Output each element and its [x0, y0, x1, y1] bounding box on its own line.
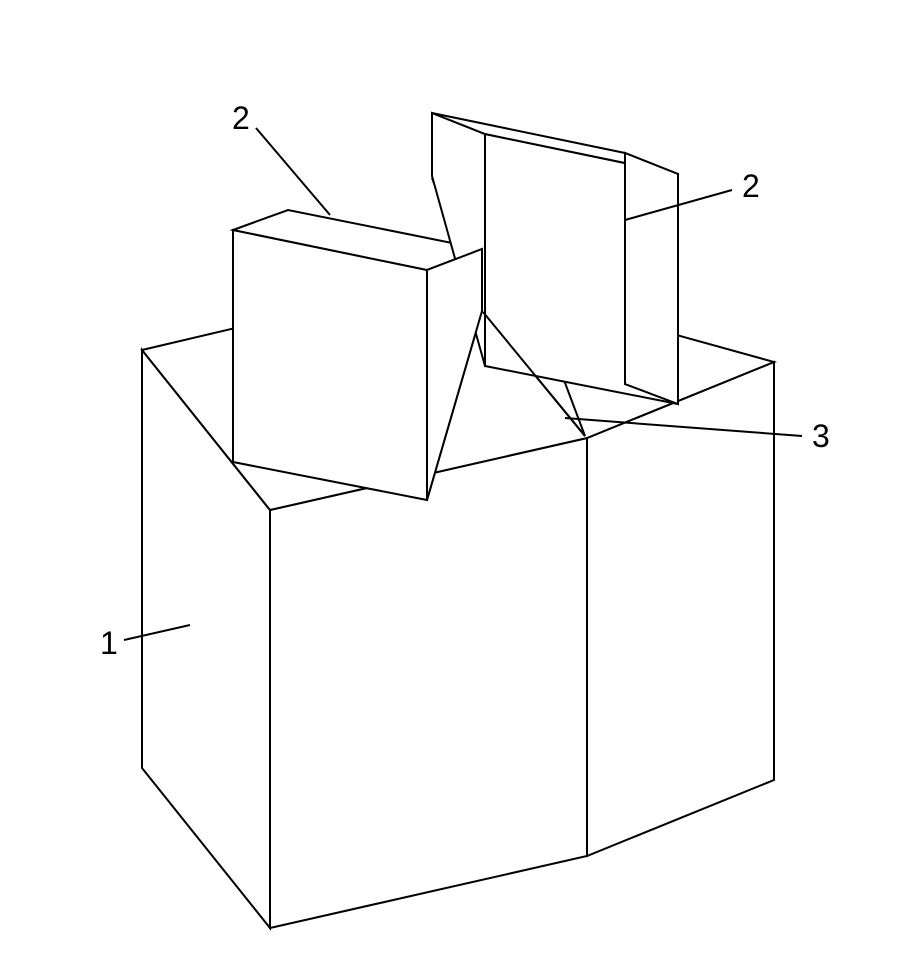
label-1: 1: [100, 625, 118, 662]
isometric-diagram: [0, 0, 917, 975]
base-right-face: [270, 438, 587, 928]
base-far-right-face: [587, 362, 774, 856]
slab-right-side: [625, 153, 678, 404]
label-2-left: 2: [232, 100, 250, 137]
leader-2-left: [256, 128, 330, 215]
label-2-right: 2: [742, 168, 760, 205]
slab-left-front: [233, 230, 427, 500]
label-3: 3: [812, 418, 830, 455]
